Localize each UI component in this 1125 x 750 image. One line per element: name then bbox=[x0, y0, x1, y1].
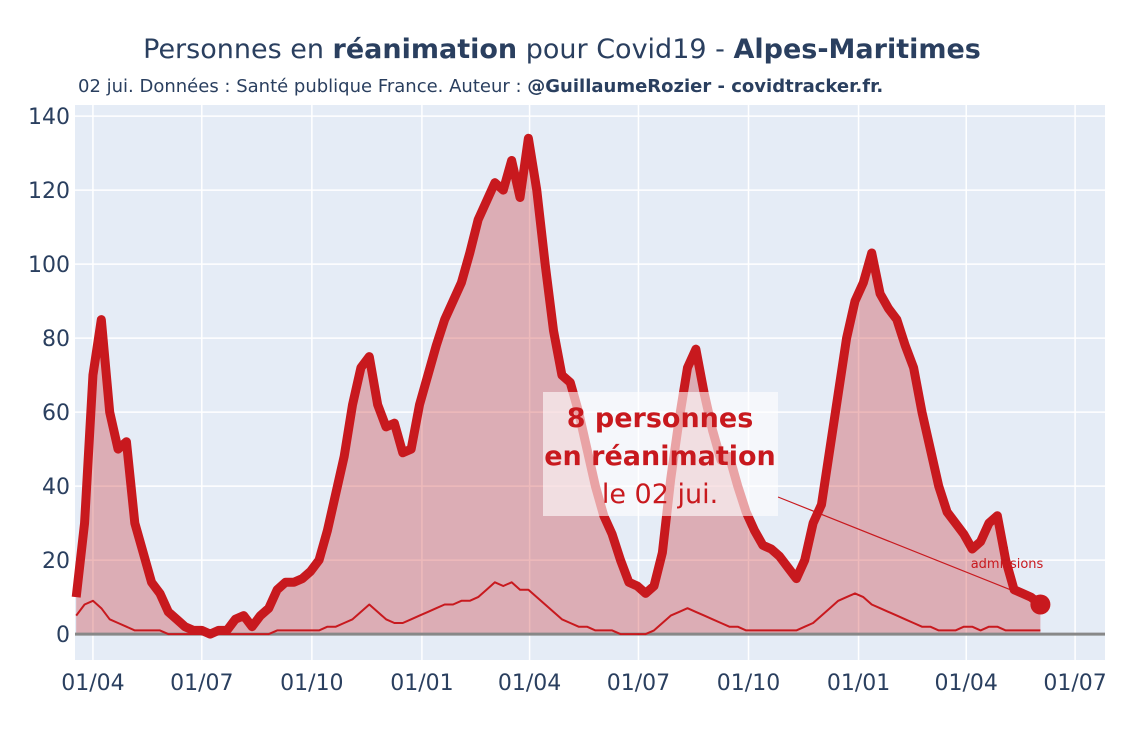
y-tick-label: 0 bbox=[56, 623, 70, 648]
subtitle-part: 02 jui. Données : Santé publique France.… bbox=[78, 76, 527, 97]
admissions-label: admissions bbox=[971, 557, 1044, 572]
x-tick-label: 01/01 bbox=[390, 671, 453, 696]
last-point bbox=[1030, 594, 1051, 615]
title-part: réanimation bbox=[333, 34, 518, 65]
x-tick-label: 01/01 bbox=[827, 671, 890, 696]
admissions-label: 1 bbox=[1001, 537, 1009, 552]
y-tick-label: 140 bbox=[28, 105, 70, 130]
y-tick-label: 40 bbox=[42, 475, 70, 500]
area bbox=[76, 138, 1041, 635]
chart-title: Personnes en réanimation pour Covid19 - … bbox=[143, 34, 981, 65]
line bbox=[75, 581, 1041, 636]
annotation-text: en réanimation bbox=[544, 441, 776, 472]
subtitle: 02 jui. Données : Santé publique France.… bbox=[78, 76, 883, 97]
annotation-box bbox=[543, 392, 778, 516]
x-tick-label: 01/07 bbox=[170, 671, 233, 696]
title-part: Personnes en bbox=[143, 34, 332, 65]
title-part: Alpes-Maritimes bbox=[733, 34, 980, 65]
y-tick-label: 60 bbox=[42, 401, 70, 426]
annotation-text: le 02 jui. bbox=[602, 479, 718, 510]
x-tick-label: 01/10 bbox=[717, 671, 780, 696]
subtitle-part: @GuillaumeRozier - covidtracker.fr. bbox=[527, 76, 883, 97]
title-part: pour Covid19 - bbox=[517, 34, 733, 65]
x-tick-label: 01/07 bbox=[607, 671, 670, 696]
annotation-arrow bbox=[777, 496, 1033, 600]
x-tick-label: 01/07 bbox=[1043, 671, 1106, 696]
y-tick-label: 80 bbox=[42, 327, 70, 352]
x-tick-label: 01/04 bbox=[935, 671, 998, 696]
plot-background bbox=[75, 105, 1105, 660]
y-tick-label: 20 bbox=[42, 549, 70, 574]
annotation-text: 8 personnes bbox=[567, 403, 754, 434]
x-tick-label: 01/10 bbox=[280, 671, 343, 696]
line bbox=[71, 133, 1044, 639]
x-tick-label: 01/04 bbox=[498, 671, 561, 696]
x-tick-label: 01/04 bbox=[61, 671, 124, 696]
y-tick-label: 100 bbox=[28, 253, 70, 278]
y-tick-label: 120 bbox=[28, 179, 70, 204]
